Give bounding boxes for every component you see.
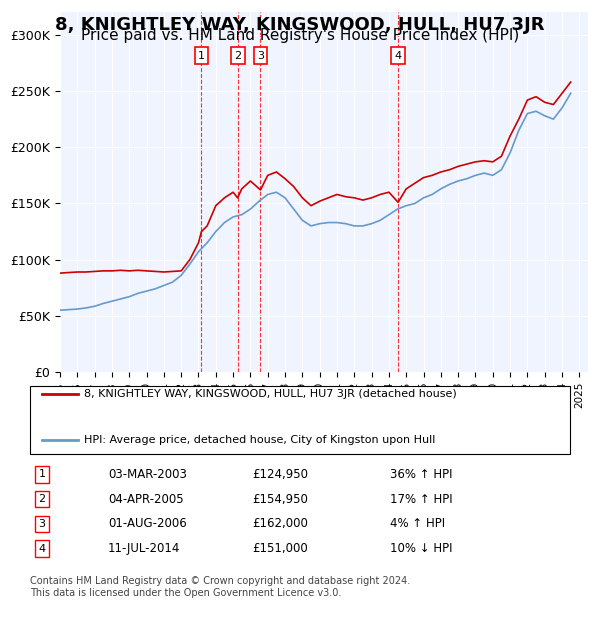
- Text: 3: 3: [38, 519, 46, 529]
- Text: Price paid vs. HM Land Registry's House Price Index (HPI): Price paid vs. HM Land Registry's House …: [81, 28, 519, 43]
- Text: 2: 2: [234, 51, 241, 61]
- Text: Contains HM Land Registry data © Crown copyright and database right 2024.: Contains HM Land Registry data © Crown c…: [30, 576, 410, 586]
- Text: 4: 4: [38, 544, 46, 554]
- Text: £151,000: £151,000: [252, 542, 308, 555]
- Text: 11-JUL-2014: 11-JUL-2014: [108, 542, 181, 555]
- Text: 10% ↓ HPI: 10% ↓ HPI: [390, 542, 452, 555]
- Text: HPI: Average price, detached house, City of Kingston upon Hull: HPI: Average price, detached house, City…: [84, 435, 436, 445]
- Text: 8, KNIGHTLEY WAY, KINGSWOOD, HULL, HU7 3JR: 8, KNIGHTLEY WAY, KINGSWOOD, HULL, HU7 3…: [55, 16, 545, 33]
- Text: 03-MAR-2003: 03-MAR-2003: [108, 468, 187, 481]
- Text: £154,950: £154,950: [252, 493, 308, 505]
- Text: £162,000: £162,000: [252, 518, 308, 530]
- Text: 3: 3: [257, 51, 264, 61]
- Text: 04-APR-2005: 04-APR-2005: [108, 493, 184, 505]
- Text: This data is licensed under the Open Government Licence v3.0.: This data is licensed under the Open Gov…: [30, 588, 341, 598]
- Text: 8, KNIGHTLEY WAY, KINGSWOOD, HULL, HU7 3JR (detached house): 8, KNIGHTLEY WAY, KINGSWOOD, HULL, HU7 3…: [84, 389, 457, 399]
- Text: 1: 1: [198, 51, 205, 61]
- Text: 2: 2: [38, 494, 46, 504]
- Text: 36% ↑ HPI: 36% ↑ HPI: [390, 468, 452, 481]
- Text: 17% ↑ HPI: 17% ↑ HPI: [390, 493, 452, 505]
- Text: £124,950: £124,950: [252, 468, 308, 481]
- Text: 1: 1: [38, 469, 46, 479]
- Text: 01-AUG-2006: 01-AUG-2006: [108, 518, 187, 530]
- Text: 4: 4: [395, 51, 401, 61]
- Text: 4% ↑ HPI: 4% ↑ HPI: [390, 518, 445, 530]
